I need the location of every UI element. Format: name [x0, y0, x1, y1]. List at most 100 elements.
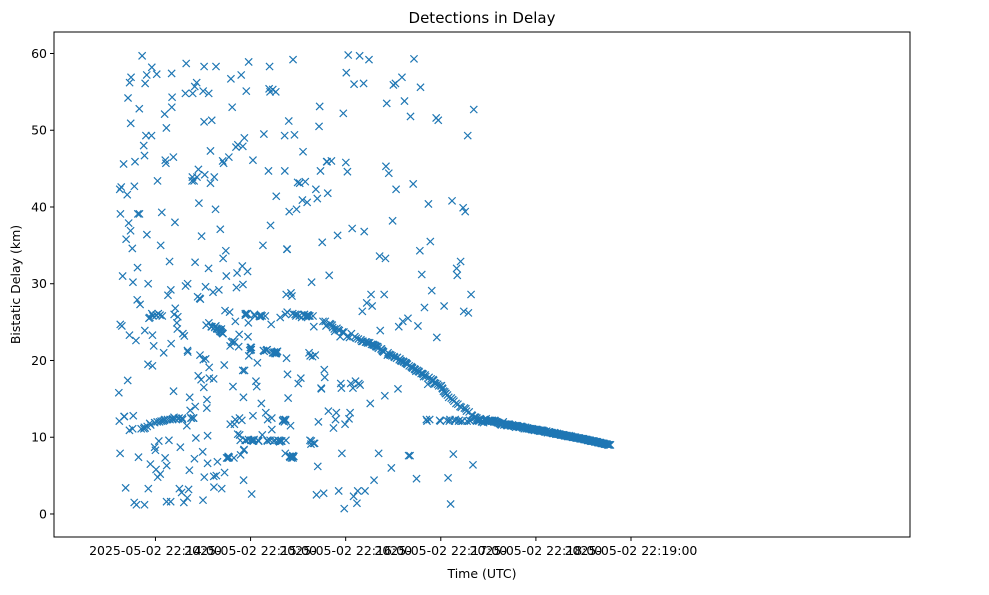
- data-point: [296, 374, 305, 383]
- data-point: [201, 282, 210, 291]
- data-point: [267, 414, 276, 423]
- data-point: [189, 414, 198, 423]
- data-point: [128, 424, 137, 433]
- data-point: [318, 238, 327, 247]
- data-point: [173, 312, 182, 321]
- data-point: [313, 194, 322, 203]
- data-point: [459, 307, 468, 316]
- data-point: [206, 146, 215, 155]
- data-point: [197, 375, 206, 384]
- data-point: [199, 383, 208, 392]
- data-point: [341, 158, 350, 167]
- data-point: [150, 443, 159, 452]
- data-point: [197, 232, 206, 241]
- plot-frame: [53, 31, 911, 538]
- data-point: [425, 415, 434, 424]
- data-point: [248, 411, 257, 420]
- data-point: [231, 415, 240, 424]
- data-point: [307, 278, 316, 287]
- data-point: [360, 486, 370, 495]
- data-point: [187, 414, 196, 423]
- data-point: [342, 332, 351, 341]
- data-point: [186, 406, 195, 415]
- data-point: [409, 54, 419, 63]
- data-point: [451, 399, 461, 408]
- data-markers: [114, 51, 615, 513]
- data-point: [328, 321, 337, 330]
- data-point: [151, 446, 160, 455]
- data-point: [367, 290, 376, 299]
- data-point: [218, 329, 228, 338]
- data-point: [281, 449, 290, 458]
- data-point: [210, 173, 219, 182]
- data-point: [403, 314, 412, 323]
- chart-title: Detections in Delay: [409, 9, 556, 27]
- data-point: [235, 330, 244, 339]
- data-point: [457, 403, 466, 412]
- data-point: [440, 301, 449, 311]
- data-point: [199, 87, 208, 96]
- data-point: [157, 208, 166, 217]
- data-point: [320, 373, 329, 382]
- data-point: [406, 112, 415, 121]
- data-point: [191, 402, 200, 411]
- data-point: [308, 311, 318, 320]
- data-point: [148, 361, 157, 370]
- data-point: [202, 404, 211, 413]
- data-point: [236, 450, 245, 459]
- data-point: [292, 205, 301, 214]
- y-axis-ticks: 0 10 20 30 40 50 60: [31, 46, 54, 521]
- data-point: [426, 237, 435, 246]
- data-point: [200, 473, 209, 482]
- data-point: [201, 354, 210, 363]
- data-point: [285, 207, 294, 216]
- data-point: [422, 415, 431, 424]
- data-point: [272, 192, 281, 201]
- data-point: [247, 345, 256, 354]
- data-point: [198, 496, 208, 505]
- data-point: [130, 182, 139, 191]
- data-point: [346, 408, 355, 417]
- data-point: [289, 55, 298, 64]
- data-point: [309, 322, 318, 331]
- data-point: [165, 257, 174, 266]
- data-point: [348, 384, 357, 393]
- data-point: [240, 366, 249, 375]
- data-point: [464, 308, 473, 317]
- data-point: [313, 462, 322, 471]
- y-tick-label: 0: [39, 506, 47, 521]
- data-point: [204, 89, 213, 98]
- data-point: [184, 485, 193, 494]
- data-point: [198, 447, 207, 456]
- data-point: [286, 421, 295, 430]
- data-point: [282, 290, 291, 299]
- data-point: [229, 453, 238, 462]
- data-point: [394, 322, 403, 331]
- data-point: [140, 500, 149, 509]
- data-point: [205, 363, 214, 372]
- data-point: [240, 445, 249, 454]
- data-point: [161, 156, 170, 165]
- data-point: [349, 492, 358, 501]
- data-point: [355, 51, 364, 60]
- data-point: [252, 382, 261, 391]
- x-axis-title: Time (UTC): [446, 566, 516, 581]
- data-point: [406, 451, 415, 460]
- y-tick-label: 20: [31, 353, 47, 368]
- data-point: [281, 436, 290, 445]
- y-tick-label: 60: [31, 46, 47, 61]
- data-point: [211, 205, 220, 214]
- data-point: [364, 55, 374, 64]
- data-point: [194, 199, 203, 208]
- data-point: [168, 93, 177, 102]
- data-point: [180, 331, 189, 340]
- data-point: [225, 308, 234, 317]
- data-point: [122, 235, 131, 244]
- data-point: [271, 87, 280, 96]
- data-point: [375, 252, 384, 261]
- data-point: [121, 483, 130, 492]
- data-point: [181, 89, 190, 98]
- data-point: [334, 486, 343, 495]
- data-point: [147, 309, 156, 318]
- data-point: [319, 489, 328, 498]
